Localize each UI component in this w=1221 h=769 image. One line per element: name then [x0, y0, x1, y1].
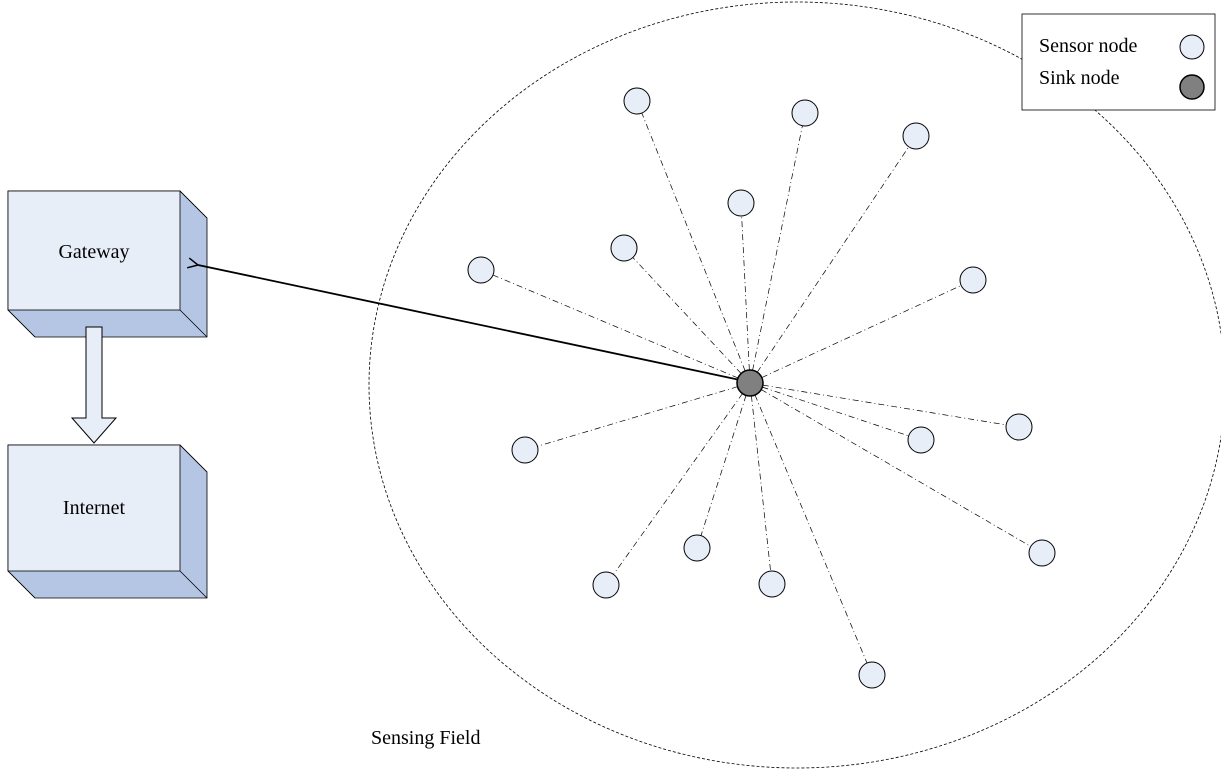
sensor-node	[592, 571, 620, 599]
sensor-node	[791, 99, 819, 127]
sink-link	[696, 382, 751, 549]
sensor-node	[858, 661, 886, 689]
sink-link	[605, 382, 751, 586]
sink-link	[749, 382, 873, 676]
sink-link	[749, 382, 922, 441]
sensor-node	[511, 436, 539, 464]
legend-sink-icon	[1179, 74, 1205, 100]
legend: Sensor node Sink node	[1021, 13, 1216, 111]
sink-link	[749, 382, 773, 585]
sink-link	[749, 135, 917, 384]
sensor-node	[1005, 413, 1033, 441]
sink-link	[740, 202, 751, 384]
sensing-field-label: Sensing Field	[371, 727, 480, 749]
sink-link	[749, 279, 974, 384]
gateway-label: Gateway	[58, 241, 129, 263]
sensor-node	[610, 234, 638, 262]
legend-sensor-label: Sensor node	[1039, 35, 1137, 57]
gateway-to-internet-arrow	[70, 326, 118, 444]
sink-link	[636, 100, 751, 384]
sink-links	[480, 100, 1043, 676]
sensor-node	[1028, 539, 1056, 567]
sensor-node	[467, 256, 495, 284]
sink-link	[749, 382, 1020, 428]
legend-sink-label: Sink node	[1039, 67, 1120, 89]
legend-sensor-icon	[1179, 34, 1205, 60]
sensor-node	[902, 122, 930, 150]
sensor-node	[758, 570, 786, 598]
sensor-node	[623, 87, 651, 115]
sensing-field-boundary	[368, 1, 1221, 769]
internet-box: Internet	[7, 444, 208, 599]
sensor-node	[727, 189, 755, 217]
sensor-node	[907, 426, 935, 454]
sink-to-gateway-arrow	[198, 265, 741, 381]
sink-link	[480, 269, 751, 384]
sensor-nodes	[467, 87, 1056, 689]
sink-node	[736, 369, 764, 397]
sensor-node	[959, 266, 987, 294]
gateway-box: Gateway	[7, 190, 208, 338]
sensor-node	[683, 534, 711, 562]
sink-link	[524, 382, 751, 451]
internet-label: Internet	[63, 497, 126, 519]
sink-link	[623, 247, 751, 384]
sink-link	[749, 382, 1043, 554]
